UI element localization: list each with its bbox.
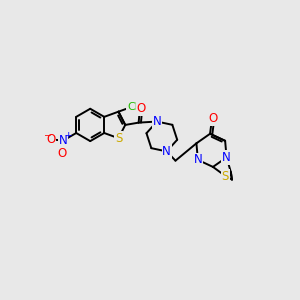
Text: O: O: [208, 112, 218, 125]
Text: Cl: Cl: [127, 101, 138, 112]
Text: O: O: [46, 133, 55, 146]
Text: N: N: [162, 145, 171, 158]
Text: O: O: [57, 147, 67, 160]
Text: S: S: [115, 132, 122, 145]
Text: N: N: [222, 151, 231, 164]
Text: O: O: [136, 102, 146, 115]
Text: +: +: [64, 131, 72, 140]
Text: N: N: [153, 115, 161, 128]
Text: N: N: [59, 134, 68, 147]
Text: S: S: [222, 169, 229, 182]
Text: −: −: [43, 130, 50, 139]
Text: N: N: [194, 153, 202, 167]
